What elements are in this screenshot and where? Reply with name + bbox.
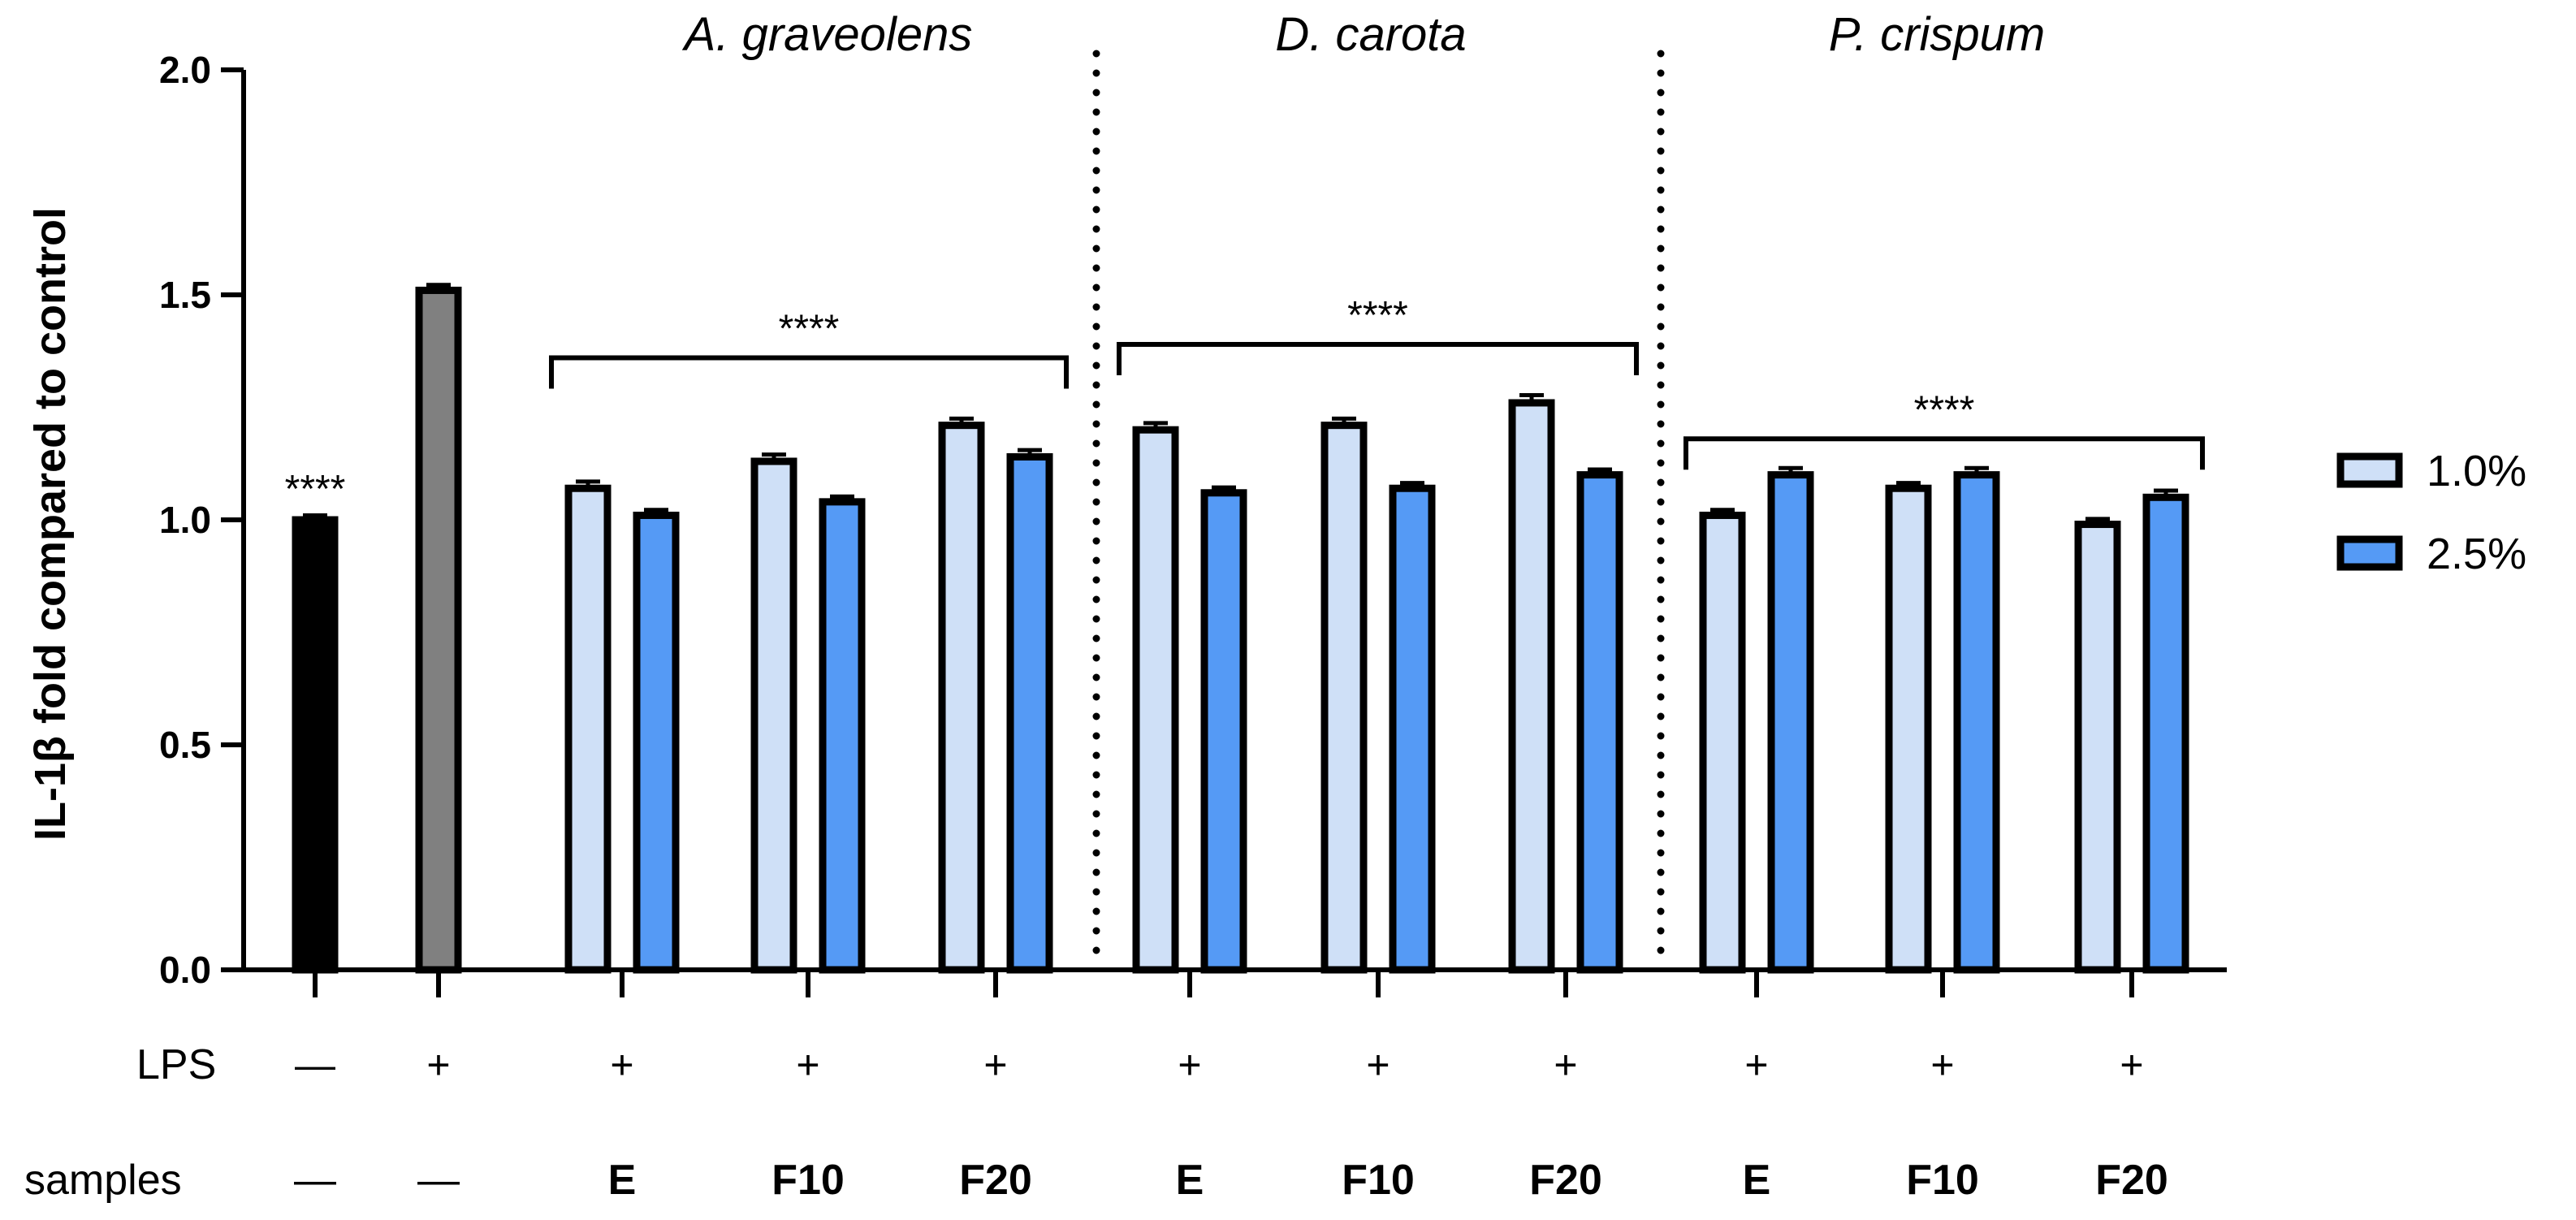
significance-bracket	[1117, 341, 1639, 375]
species-title: A. graveolens	[682, 8, 973, 61]
legend: 1.0% 2.5%	[2336, 447, 2526, 578]
lps-label: +	[1744, 1042, 1768, 1088]
significance-label: ****	[1347, 294, 1408, 337]
lps-label: +	[1178, 1042, 1201, 1088]
bar-2-5pct	[1953, 471, 2000, 974]
lps-label: +	[1366, 1042, 1390, 1088]
y-tick-label: 2.0	[159, 49, 211, 91]
lps-label: +	[1930, 1042, 1954, 1088]
lps-label: +	[796, 1042, 819, 1088]
sample-label: —	[417, 1157, 460, 1204]
category-labels: LPS samples — — + — + E + F10 + F20 + E + F10 + F20 + E + F10…	[24, 1041, 2168, 1204]
sample-label: F10	[1342, 1157, 1415, 1204]
lps-label: +	[426, 1042, 450, 1088]
bar-2-5pct	[1389, 484, 1436, 974]
bar-2-5pct	[1006, 452, 1053, 974]
row-label-lps: LPS	[136, 1041, 216, 1088]
significance-bracket	[549, 355, 1069, 389]
bar-2-5pct	[633, 511, 680, 974]
bar-1pct	[1508, 399, 1555, 974]
sample-label: E	[1743, 1157, 1771, 1204]
significance-label: ****	[1914, 388, 1975, 431]
sample-label: F10	[1906, 1157, 1979, 1204]
row-label-samples: samples	[24, 1157, 182, 1204]
sample-label: F20	[959, 1157, 1032, 1204]
bars	[292, 283, 2189, 974]
species-title: D. carota	[1275, 8, 1466, 61]
y-tick-label: 0.0	[159, 949, 211, 991]
y-tick-label: 0.5	[159, 724, 211, 766]
bar-1pct	[2074, 521, 2121, 974]
annotations: A. graveolens D. carota P. crispum **** ****…	[285, 8, 2205, 511]
legend-swatch	[2336, 535, 2403, 571]
lps-label: +	[983, 1042, 1007, 1088]
legend-label: 1.0%	[2427, 447, 2526, 495]
lps-label: +	[1554, 1042, 1577, 1088]
y-tick-label: 1.5	[159, 274, 211, 316]
sample-label: F20	[2095, 1157, 2168, 1204]
species-title: P. crispum	[1829, 8, 2045, 61]
sample-label: —	[294, 1157, 336, 1204]
significance-label: ****	[779, 308, 840, 351]
lps-label: —	[295, 1042, 335, 1088]
bar-control	[292, 516, 339, 974]
bar-2-5pct	[1767, 471, 1814, 974]
bar-lps	[415, 286, 462, 974]
y-tick-label: 1.0	[159, 499, 211, 541]
lps-label: +	[2120, 1042, 2143, 1088]
legend-label: 2.5%	[2427, 530, 2526, 578]
significance-label: ****	[285, 468, 346, 511]
bar-2-5pct	[819, 498, 866, 974]
bar-1pct	[1885, 484, 1932, 974]
bar-2-5pct	[1576, 471, 1623, 974]
significance-bracket	[1683, 436, 2205, 470]
bar-1pct	[938, 422, 985, 974]
bar-1pct	[1132, 426, 1179, 974]
lps-label: +	[610, 1042, 633, 1088]
sample-label: E	[608, 1157, 637, 1204]
y-axis-title: IL-1β fold compared to control	[26, 207, 75, 841]
bar-2-5pct	[2142, 493, 2189, 974]
sample-label: F20	[1529, 1157, 1602, 1204]
bar-1pct	[750, 457, 797, 974]
bar-1pct	[1320, 422, 1368, 974]
sample-label: F10	[772, 1157, 845, 1204]
legend-swatch	[2336, 452, 2403, 488]
bar-1pct	[564, 484, 612, 974]
bar-1pct	[1699, 511, 1746, 974]
sample-label: E	[1176, 1157, 1204, 1204]
bar-2-5pct	[1200, 489, 1247, 974]
